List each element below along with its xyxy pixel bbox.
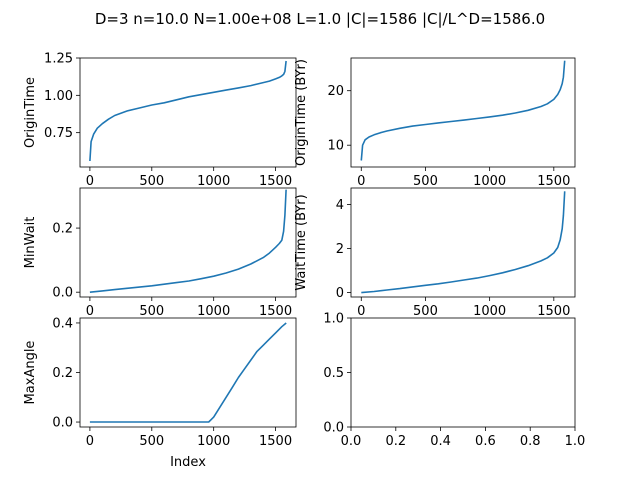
y-axis-label: OriginTime (BYr) (294, 59, 309, 166)
y-tick-label: 2 (336, 242, 344, 257)
x-tick-label: 500 (413, 174, 438, 189)
x-tick-label: 0 (357, 174, 365, 189)
y-tick-label: 0.0 (323, 421, 344, 436)
y-axis-label: WaitTime (BYr) (294, 194, 309, 290)
subplot-1: 0 500 1000 1500 0.75 1.00 1.25 OriginTime (23, 52, 297, 189)
y-tick-label: 20 (327, 84, 344, 99)
y-axis-label: MaxAngle (23, 341, 38, 405)
x-tick-label: 500 (139, 174, 164, 189)
subplot-6: 0.0 0.2 0.4 0.6 0.8 1.0 0.0 0.5 1.0 (323, 312, 585, 450)
subplot-2: 0 500 1000 1500 10 20 OriginTime (BYr) (294, 57, 576, 189)
x-tick-label: 1000 (197, 434, 230, 449)
axes-frame (350, 57, 576, 168)
axes-frame (79, 57, 297, 168)
x-tick-label: 1000 (197, 304, 230, 319)
y-tick-label: 0.4 (52, 316, 73, 331)
series-line (89, 60, 287, 162)
x-axis-label: Index (170, 455, 206, 470)
axes-frame (350, 187, 576, 298)
x-tick-label: 1500 (259, 304, 292, 319)
y-tick-label: 1.00 (44, 89, 73, 104)
x-tick-label: 1500 (537, 174, 570, 189)
y-tick-label: 0.75 (44, 126, 73, 141)
x-tick-label: 500 (413, 304, 438, 319)
x-tick-label: 1000 (473, 304, 506, 319)
subplot-3: 0 500 1000 1500 0.0 0.2 MinWait (23, 187, 297, 319)
x-tick-label: 1500 (537, 304, 570, 319)
x-tick-label: 500 (139, 304, 164, 319)
subplot-4: 0 500 1000 1500 0 2 4 WaitTime (BYr) (294, 187, 576, 319)
y-tick-label: 0.0 (52, 286, 73, 301)
x-tick-label: 0.4 (430, 434, 451, 449)
y-tick-label: 1.0 (323, 312, 344, 327)
y-tick-label: 0.2 (52, 366, 73, 381)
x-tick-label: 1500 (259, 174, 292, 189)
y-tick-label: 0.2 (52, 222, 73, 237)
y-axis-label: MinWait (23, 217, 38, 269)
x-tick-label: 0 (357, 304, 365, 319)
y-tick-label: 0.0 (52, 416, 73, 431)
x-tick-label: 1.0 (565, 434, 586, 449)
x-tick-label: 0 (86, 434, 94, 449)
x-tick-label: 0 (86, 174, 94, 189)
y-tick-label: 1.25 (44, 52, 73, 67)
x-tick-label: 0.2 (385, 434, 406, 449)
x-tick-label: 0.0 (341, 434, 362, 449)
y-tick-label: 0 (336, 286, 344, 301)
x-tick-label: 0 (86, 304, 94, 319)
axes-frame (79, 187, 297, 298)
y-tick-label: 10 (327, 139, 344, 154)
axes-frame (79, 317, 297, 428)
y-tick-label: 0.5 (323, 366, 344, 381)
series-line (89, 189, 287, 293)
x-tick-label: 0.6 (475, 434, 496, 449)
axes-frame (350, 317, 576, 428)
subplot-5: 0 500 1000 1500 0.0 0.2 0.4 MaxAngle Index (23, 316, 297, 470)
y-axis-label: OriginTime (23, 77, 38, 148)
x-tick-label: 1000 (473, 174, 506, 189)
x-tick-label: 1000 (197, 174, 230, 189)
series-line (360, 60, 566, 161)
series-line (361, 191, 566, 294)
x-tick-label: 500 (139, 434, 164, 449)
x-tick-label: 1500 (259, 434, 292, 449)
figure-title: D=3 n=10.0 N=1.00e+08 L=1.0 |C|=1586 |C|… (95, 10, 545, 28)
x-tick-label: 0.8 (520, 434, 541, 449)
y-tick-label: 4 (336, 198, 344, 213)
series-line (89, 322, 287, 423)
